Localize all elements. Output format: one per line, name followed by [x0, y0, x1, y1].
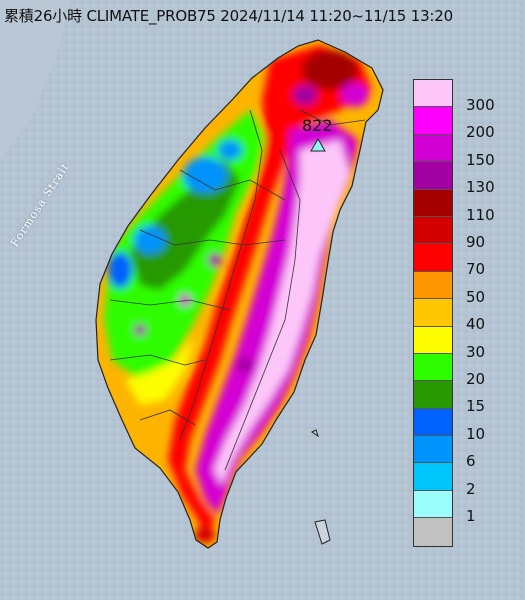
county-borders [109, 109, 366, 471]
islet-outline-2 [311, 429, 319, 438]
legend-label: 6 [466, 452, 476, 471]
legend-label: 150 [466, 150, 495, 169]
legend-swatch [414, 189, 452, 217]
legend-label: 30 [466, 342, 486, 361]
legend-swatch [414, 107, 452, 135]
legend-label: 50 [466, 287, 486, 306]
legend-label: 10 [466, 424, 486, 443]
legend-swatch [414, 436, 452, 464]
legend-swatch [414, 299, 452, 327]
legend-swatch [414, 518, 452, 546]
legend-swatch [414, 408, 452, 437]
islet-outline [314, 519, 331, 545]
legend-swatch [414, 271, 452, 300]
triangle-marker-icon [310, 138, 326, 152]
map-title: 累積26小時 CLIMATE_PROB75 2024/11/14 11:20~1… [4, 7, 453, 25]
legend-swatch [414, 490, 452, 519]
legend-swatch [414, 326, 452, 354]
legend-label: 40 [466, 315, 486, 334]
legend-label: 1 [466, 507, 476, 525]
legend-swatch [414, 353, 452, 382]
legend-swatch [414, 216, 452, 245]
color-legend [413, 79, 453, 547]
legend-label: 110 [466, 205, 495, 224]
legend-swatch [414, 134, 452, 163]
legend-label: 20 [466, 370, 486, 388]
legend-swatch [414, 80, 452, 108]
legend-swatch [414, 463, 452, 491]
legend-swatch [414, 162, 452, 190]
legend-label: 70 [466, 260, 486, 279]
legend-swatch [414, 381, 452, 409]
legend-label: 300 [466, 96, 495, 114]
legend-label: 90 [466, 233, 486, 251]
mainland-coast [0, 0, 70, 160]
legend-swatch [414, 244, 452, 272]
island-outline [95, 39, 384, 549]
legend-label: 2 [466, 479, 476, 498]
legend-label: 130 [466, 178, 495, 197]
legend-label: 15 [466, 397, 486, 416]
peak-value-label: 822 [302, 116, 333, 135]
legend-label: 200 [466, 123, 495, 142]
